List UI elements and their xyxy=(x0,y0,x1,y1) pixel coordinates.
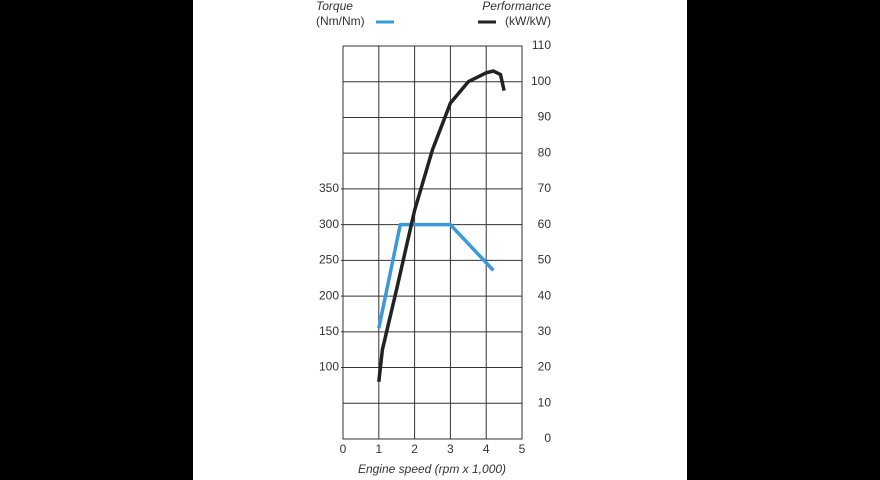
x-tick-label: 5 xyxy=(519,442,526,456)
x-tick-label: 2 xyxy=(411,442,418,456)
legend-label: Performance xyxy=(482,0,551,13)
y-tick-label: 200 xyxy=(319,288,339,302)
series-line xyxy=(377,222,495,329)
y2-tick-label: 0 xyxy=(544,431,551,445)
x-tick-label: 0 xyxy=(340,442,347,456)
legend-label: Torque xyxy=(316,0,353,13)
y2-tick-label: 90 xyxy=(538,110,552,124)
series-line xyxy=(377,69,506,383)
y-tick-label: 350 xyxy=(319,181,339,195)
x-tick-label: 3 xyxy=(447,442,454,456)
x-axis-label: Engine speed (rpm x 1,000) xyxy=(358,462,506,476)
legend-unit: (Nm/Nm) xyxy=(316,14,365,28)
y2-tick-label: 40 xyxy=(538,288,552,302)
y-tick-label: 150 xyxy=(319,324,339,338)
x-tick-label: 1 xyxy=(375,442,382,456)
y2-tick-label: 100 xyxy=(531,74,551,88)
y2-tick-label: 50 xyxy=(538,253,552,267)
y2-tick-label: 20 xyxy=(538,360,552,374)
y2-tick-label: 60 xyxy=(538,217,552,231)
x-tick-label: 4 xyxy=(483,442,490,456)
y2-tick-label: 30 xyxy=(538,324,552,338)
y2-tick-label: 10 xyxy=(538,395,552,409)
y2-tick-label: 80 xyxy=(538,145,552,159)
y2-tick-label: 110 xyxy=(532,38,551,52)
y2-tick-label: 70 xyxy=(538,181,552,195)
y-tick-label: 250 xyxy=(319,253,339,267)
chart-panel xyxy=(193,0,687,480)
y-tick-label: 100 xyxy=(319,360,339,374)
y-tick-label: 300 xyxy=(319,217,339,231)
legend-unit: (kW/kW) xyxy=(505,14,551,28)
